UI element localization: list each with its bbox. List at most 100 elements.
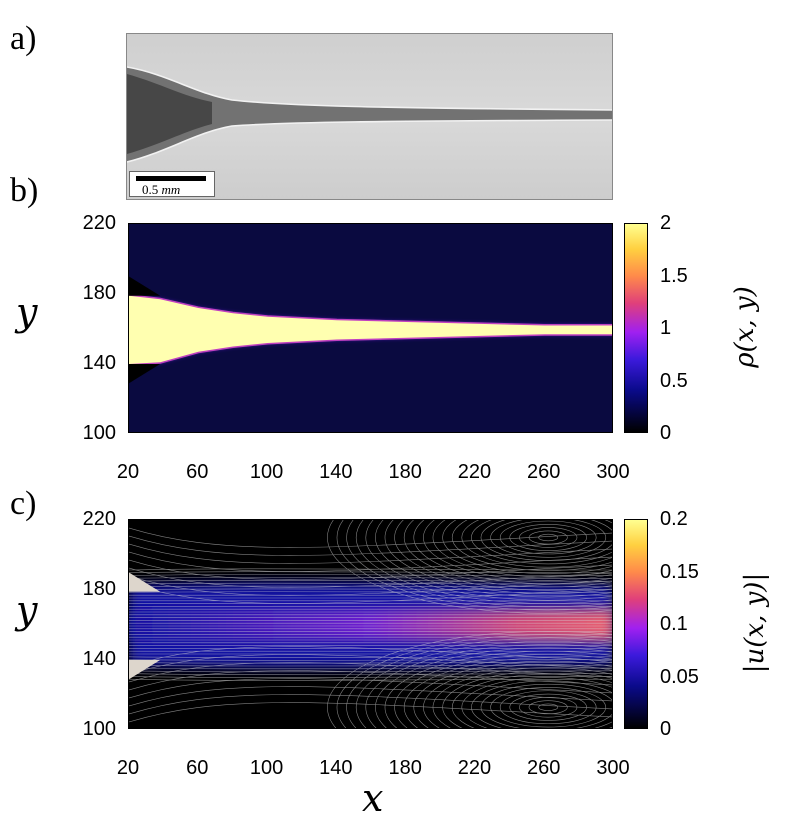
- density-plot: [128, 223, 613, 433]
- jet-core: [129, 609, 612, 641]
- vortex-streamline: [538, 533, 559, 542]
- y-tick-label: 220: [82, 212, 116, 234]
- vortex-streamline: [355, 640, 612, 728]
- velocity-y-axis-label: y: [16, 588, 38, 632]
- x-tick-label: 180: [388, 757, 422, 779]
- streamline: [129, 664, 612, 667]
- panel-b-letter: b): [10, 172, 39, 209]
- x-tick-label: 260: [527, 757, 561, 779]
- y-tick-label: 180: [82, 578, 116, 600]
- vortex-streamline: [461, 677, 612, 728]
- streamline: [129, 694, 612, 715]
- streamline: [129, 582, 612, 585]
- velocity-plot: [128, 519, 613, 729]
- velocity-field: [129, 520, 612, 728]
- vortex-streamline: [403, 520, 612, 588]
- velocity-colorbar-label: |u(x, y)|: [740, 572, 770, 674]
- vortex-streamline: [346, 637, 612, 728]
- jet-edge: [129, 294, 612, 366]
- density-field: [129, 224, 612, 432]
- vortex-streamline: [519, 527, 578, 548]
- streamline: [129, 667, 612, 670]
- y-tick-label: 140: [82, 648, 116, 670]
- streamline: [129, 702, 612, 723]
- vortex-streamline: [365, 520, 612, 601]
- vortex-streamline: [471, 680, 612, 728]
- colorbar-tick-label: 2: [660, 212, 672, 234]
- vortex-streamline: [327, 631, 612, 728]
- streamline: [129, 686, 612, 707]
- vortex-streamline: [394, 654, 612, 728]
- vortex-streamline: [423, 664, 612, 728]
- colorbar-tick-label: 0.1: [660, 613, 688, 635]
- x-axis-label: x: [362, 776, 384, 820]
- vortex-streamline: [365, 644, 612, 728]
- vortex-streamline: [499, 690, 597, 725]
- vortex-streamline: [538, 703, 559, 711]
- vortex-streamline: [490, 687, 607, 728]
- x-tick-label: 300: [596, 461, 630, 483]
- jet-body: [129, 295, 612, 364]
- streamline: [129, 588, 612, 590]
- colorbar-tick-label: 1: [660, 317, 672, 339]
- x-tick-label: 20: [116, 757, 140, 779]
- x-tick-label: 100: [249, 461, 284, 483]
- streamline: [129, 574, 612, 576]
- streamlines: [129, 520, 612, 728]
- streamline: [129, 673, 612, 675]
- x-tick-label: 20: [116, 461, 140, 483]
- vortex-streamline: [451, 520, 612, 571]
- vortex-streamline: [327, 520, 612, 614]
- scale-bar: 0.5 mm: [129, 171, 215, 197]
- y-tick-label: 220: [82, 508, 116, 530]
- vortex-streamline: [451, 673, 612, 728]
- streamline: [129, 575, 612, 596]
- colorbar-tick-label: 0.5: [660, 369, 688, 392]
- panel-a-letter: a): [10, 20, 37, 57]
- vortex-streamline: [394, 520, 612, 591]
- vortex-streamline: [509, 524, 587, 551]
- scale-bar-unit: mm: [161, 182, 181, 197]
- y-tick-label: 100: [82, 422, 116, 444]
- vortex-streamline: [346, 520, 612, 608]
- streamline: [129, 654, 612, 675]
- density-colorbar: [624, 223, 648, 433]
- scale-bar-line: [136, 176, 206, 181]
- streamline: [129, 551, 612, 572]
- vortex-streamline: [432, 520, 612, 578]
- vortex-streamline: [471, 520, 612, 565]
- vortex-streamline: [490, 520, 607, 558]
- x-tick-label: 300: [596, 757, 630, 779]
- streamline: [129, 579, 612, 582]
- vortex-streamline: [413, 520, 612, 584]
- vortex-streamline: [461, 520, 612, 568]
- streamline: [129, 676, 612, 678]
- vortex-streamline: [413, 660, 612, 728]
- x-tick-label: 180: [388, 461, 422, 483]
- experimental-photo: 0.5 mm: [126, 33, 613, 200]
- x-tick-label: 220: [457, 757, 492, 779]
- streamline: [129, 577, 612, 579]
- y-tick-label: 100: [82, 718, 116, 740]
- x-tick-label: 220: [457, 461, 492, 483]
- scale-bar-label: 0.5 mm: [142, 182, 180, 198]
- vortex-streamline: [336, 634, 612, 728]
- x-tick-label: 140: [319, 757, 353, 779]
- vortex-streamline: [423, 520, 612, 581]
- x-tick-label: 140: [319, 461, 353, 483]
- inlet-wall: [129, 276, 161, 296]
- colorbar-tick-label: 0: [660, 718, 672, 740]
- streamline: [129, 591, 612, 593]
- x-tick-label: 260: [527, 461, 561, 483]
- density-colorbar-label: ρ(x, y): [730, 286, 760, 368]
- streamline: [129, 543, 612, 564]
- colorbar-tick-label: 1.5: [660, 264, 688, 287]
- vortex-streamline: [384, 520, 612, 594]
- streamline: [129, 559, 612, 580]
- scale-bar-value: 0.5: [142, 182, 159, 197]
- streamline: [129, 527, 612, 548]
- velocity-colorbar: [624, 519, 648, 729]
- streamline: [129, 662, 612, 683]
- vortex-streamline: [375, 520, 612, 598]
- colorbar-tick-label: 0: [660, 422, 672, 444]
